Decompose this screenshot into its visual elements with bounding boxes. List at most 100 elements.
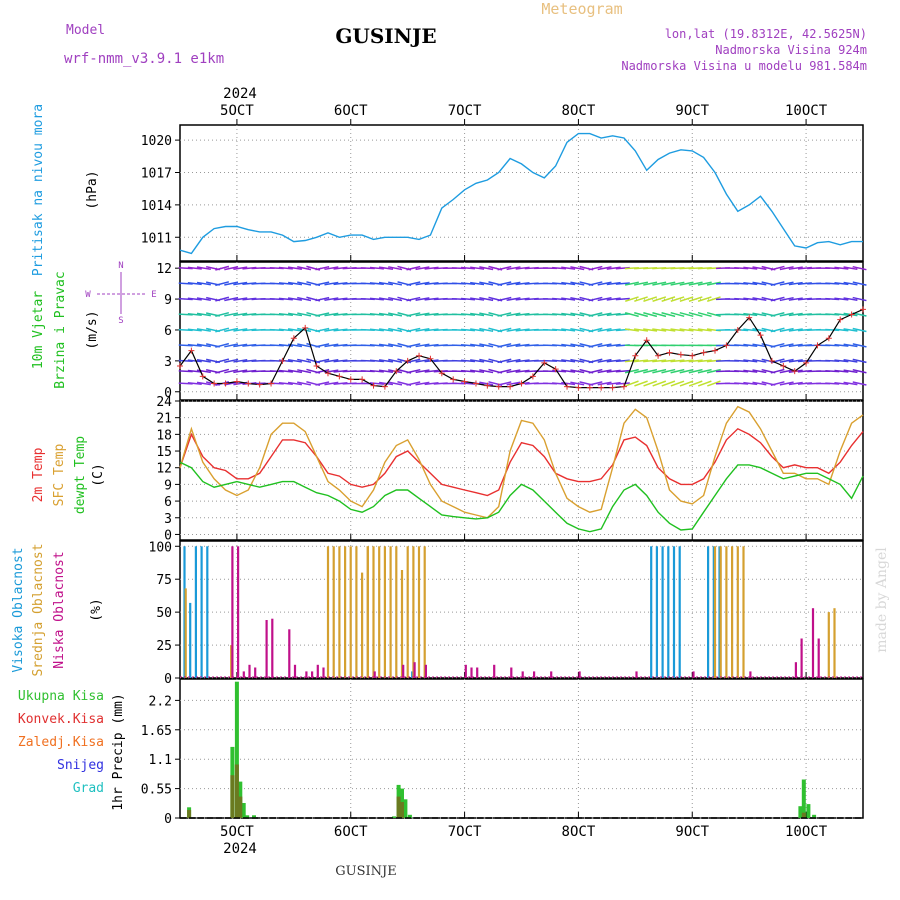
wind-arrow	[470, 359, 485, 363]
wind-ytick-label: 0	[164, 386, 172, 401]
wind-arrow	[415, 297, 430, 301]
pressure-ytick-label: 1017	[141, 166, 172, 181]
wind-arrow	[843, 369, 858, 374]
wind-arrow	[688, 311, 703, 318]
wind-ytick-label: 6	[164, 324, 172, 339]
wind-arrow	[743, 281, 758, 286]
cloud-bar	[811, 608, 815, 678]
wind-arrow	[406, 381, 421, 386]
wind-gust-marker	[404, 357, 411, 364]
wind-arrow	[233, 297, 248, 301]
bottom-tick-label: 5OCT	[220, 824, 254, 840]
wind-arrow	[515, 266, 530, 270]
wind-arrow	[506, 266, 521, 271]
wind-arrow	[406, 368, 421, 374]
compass-s: S	[118, 316, 123, 326]
wind-arrow	[752, 369, 767, 374]
wind-arrow	[752, 297, 767, 302]
wind-arrow	[479, 327, 494, 333]
wind-arrow	[287, 328, 303, 332]
wind-arrow	[479, 358, 494, 363]
wind-arrow	[406, 296, 421, 302]
precip-bar	[234, 764, 239, 818]
wind-arrow	[643, 328, 658, 332]
wind-arrow	[506, 381, 521, 386]
wind-arrow	[743, 297, 758, 301]
wind-arrow	[315, 265, 330, 271]
wind-arrow	[388, 381, 403, 386]
wind-arrow	[743, 343, 758, 347]
wind-arrow	[224, 358, 239, 364]
watermark: made by Angel	[874, 547, 890, 653]
wind-arrow	[843, 381, 858, 386]
high-cloud-axis-label: Visoka Oblacnost	[11, 547, 26, 672]
wind-arrow	[424, 328, 439, 332]
wind-gust-marker	[803, 359, 810, 366]
wind-gust-marker	[837, 316, 844, 323]
wind-arrow	[670, 328, 685, 332]
cloud-bar	[817, 638, 820, 678]
wind-arrow	[852, 265, 867, 271]
wind-arrow	[479, 297, 494, 302]
cloud-bar	[383, 546, 386, 678]
wind-gust-marker	[768, 357, 775, 364]
bottom-tick-label: 7OCT	[448, 824, 482, 840]
wind-arrow	[679, 368, 694, 374]
wind-arrow	[852, 358, 867, 364]
wind-arrow	[424, 312, 439, 317]
wind-arrow	[852, 281, 867, 286]
wind-arrow	[597, 358, 612, 363]
wind-arrow	[615, 313, 630, 316]
wind-compass: N S W E	[85, 261, 156, 326]
wind-arrow	[570, 312, 585, 317]
wind-arrow	[625, 296, 639, 302]
wind-arrow	[652, 281, 667, 286]
wind-arrow	[369, 343, 384, 347]
wind-arrow	[843, 358, 858, 363]
cloud-bar	[338, 546, 341, 678]
wind-gust-marker	[211, 380, 218, 387]
wind-arrow	[779, 327, 794, 333]
wind-arrow	[187, 359, 202, 363]
top-tick-label: 10OCT	[785, 103, 828, 119]
wind-arrow	[278, 282, 293, 286]
wind-arrow	[552, 369, 567, 373]
wind-ytick-label: 9	[164, 293, 172, 308]
wind-arrow	[779, 381, 794, 386]
wind-arrow	[552, 297, 567, 301]
precip-ytick-label: 1.65	[141, 724, 172, 739]
wind-arrow	[324, 266, 339, 271]
wind-arrow	[570, 297, 585, 302]
wind-arrow	[706, 296, 721, 302]
wind-arrow	[561, 266, 576, 270]
wind-arrow	[424, 369, 439, 373]
cloud-bar	[800, 638, 803, 678]
wind-gust-marker	[438, 370, 445, 377]
wind-arrow	[615, 369, 630, 373]
wind-arrow	[852, 343, 867, 348]
wind-arrow	[460, 313, 476, 316]
wind-arrow	[233, 266, 248, 270]
wind-arrow	[324, 281, 339, 286]
compass-n: N	[118, 261, 123, 271]
precip-bar	[392, 816, 396, 818]
wind-arrow	[643, 368, 658, 374]
wind-arrow	[288, 281, 303, 286]
temperature-panel: 2m Temp SFC Temp dewpt Temp (C) 03 6 912 15…	[31, 395, 864, 543]
wind-arrow	[652, 380, 667, 387]
wind-arrow	[661, 281, 676, 286]
precip-bar	[407, 814, 412, 818]
wind-arrow	[333, 282, 348, 286]
wind-arrow	[497, 265, 512, 271]
wind-arrow	[379, 297, 394, 301]
wind-arrow	[570, 343, 585, 348]
wind-arrow	[415, 369, 430, 374]
wind-arrow	[297, 281, 312, 286]
cloud-bar	[476, 667, 479, 678]
wind-gust-marker	[529, 373, 536, 380]
wind-arrow	[324, 297, 339, 301]
wind-arrow	[779, 343, 794, 348]
wind-arrow	[834, 359, 849, 363]
wind-arrow	[697, 281, 712, 286]
top-year-label: 2024	[223, 86, 257, 102]
